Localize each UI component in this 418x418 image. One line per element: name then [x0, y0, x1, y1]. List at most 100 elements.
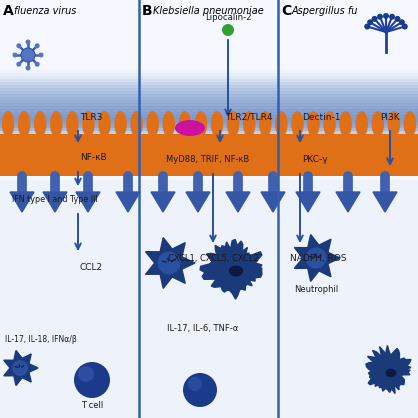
Text: CXCL1, CXCL5, CXCL2: CXCL1, CXCL5, CXCL2: [168, 253, 258, 263]
Bar: [0, 91, 418, 107]
Circle shape: [222, 24, 234, 36]
Ellipse shape: [355, 111, 368, 137]
Polygon shape: [186, 192, 210, 212]
Text: Dectin-1: Dectin-1: [302, 112, 341, 122]
Circle shape: [395, 16, 400, 22]
Circle shape: [35, 43, 40, 48]
Text: TLR2/TLR4: TLR2/TLR4: [225, 112, 273, 122]
Text: Lipocalin-2: Lipocalin-2: [205, 13, 251, 23]
Bar: [0, 88, 418, 104]
Ellipse shape: [372, 111, 384, 137]
Circle shape: [306, 247, 326, 268]
Bar: [0, 100, 418, 116]
Bar: [0, 67, 418, 83]
Bar: [0, 94, 418, 110]
Circle shape: [158, 252, 181, 275]
Circle shape: [188, 377, 202, 391]
Polygon shape: [145, 238, 195, 288]
Circle shape: [78, 366, 94, 382]
Ellipse shape: [114, 111, 127, 137]
Text: PI3K: PI3K: [380, 112, 400, 122]
Ellipse shape: [66, 111, 79, 137]
Text: MyD88, TRIF, NF-κB: MyD88, TRIF, NF-κB: [166, 155, 250, 163]
Text: Aspergillus fu: Aspergillus fu: [292, 6, 358, 16]
Ellipse shape: [259, 111, 272, 137]
Ellipse shape: [211, 111, 223, 137]
Circle shape: [367, 19, 373, 25]
Bar: [0, 76, 418, 92]
Text: TLR3: TLR3: [80, 112, 102, 122]
Circle shape: [16, 43, 21, 48]
Polygon shape: [373, 192, 397, 212]
Circle shape: [74, 362, 110, 398]
Polygon shape: [76, 192, 100, 212]
Ellipse shape: [339, 111, 352, 137]
Ellipse shape: [34, 111, 46, 137]
Text: Neutrophil: Neutrophil: [294, 285, 338, 295]
Bar: [0, 106, 418, 122]
Ellipse shape: [175, 120, 205, 136]
Circle shape: [35, 62, 40, 67]
Bar: [0, 112, 418, 128]
Ellipse shape: [227, 111, 240, 137]
Polygon shape: [151, 192, 175, 212]
Bar: [0, 70, 418, 86]
Polygon shape: [200, 240, 262, 299]
Circle shape: [377, 14, 383, 20]
Polygon shape: [294, 234, 340, 281]
Circle shape: [383, 13, 389, 19]
Circle shape: [399, 19, 405, 25]
Circle shape: [25, 39, 31, 44]
Ellipse shape: [307, 111, 320, 137]
Bar: [0, 82, 418, 98]
Circle shape: [25, 66, 31, 71]
Ellipse shape: [291, 111, 304, 137]
Circle shape: [16, 62, 21, 67]
Circle shape: [364, 23, 370, 30]
Circle shape: [21, 48, 35, 62]
Text: T cell: T cell: [81, 400, 103, 410]
Circle shape: [389, 14, 395, 20]
Text: IL-17, IL-6, TNF-α: IL-17, IL-6, TNF-α: [167, 324, 238, 332]
Text: C: C: [281, 4, 291, 18]
Ellipse shape: [82, 111, 95, 137]
Polygon shape: [4, 350, 38, 385]
Bar: [0, 134, 418, 176]
Ellipse shape: [387, 111, 400, 137]
Ellipse shape: [130, 111, 143, 137]
Polygon shape: [366, 345, 411, 393]
Text: B: B: [142, 4, 153, 18]
Polygon shape: [296, 192, 320, 212]
Polygon shape: [43, 192, 67, 212]
Bar: [0, 97, 418, 113]
Bar: [0, 109, 418, 125]
Ellipse shape: [275, 111, 288, 137]
Ellipse shape: [98, 111, 111, 137]
Polygon shape: [226, 192, 250, 212]
Circle shape: [372, 16, 377, 22]
Ellipse shape: [178, 111, 191, 137]
Text: A: A: [3, 4, 14, 18]
Ellipse shape: [229, 265, 243, 276]
Circle shape: [12, 360, 28, 376]
Text: NADPH, ROS: NADPH, ROS: [290, 253, 346, 263]
Ellipse shape: [163, 111, 175, 137]
Text: Klebsiella pneumoniae: Klebsiella pneumoniae: [153, 6, 264, 16]
Ellipse shape: [50, 111, 63, 137]
Text: fluenza virus: fluenza virus: [14, 6, 76, 16]
Ellipse shape: [243, 111, 255, 137]
Ellipse shape: [2, 111, 14, 137]
Text: IL-17, IL-18, IFNα/β: IL-17, IL-18, IFNα/β: [5, 336, 77, 344]
Polygon shape: [336, 192, 360, 212]
Text: PKC-γ: PKC-γ: [302, 155, 328, 163]
Polygon shape: [116, 192, 140, 212]
Bar: [0, 79, 418, 95]
Circle shape: [183, 373, 217, 407]
Circle shape: [13, 53, 18, 58]
Bar: [0, 118, 418, 134]
Ellipse shape: [323, 111, 336, 137]
Bar: [0, 103, 418, 119]
Ellipse shape: [195, 111, 207, 137]
Ellipse shape: [404, 111, 416, 137]
Circle shape: [402, 23, 408, 30]
